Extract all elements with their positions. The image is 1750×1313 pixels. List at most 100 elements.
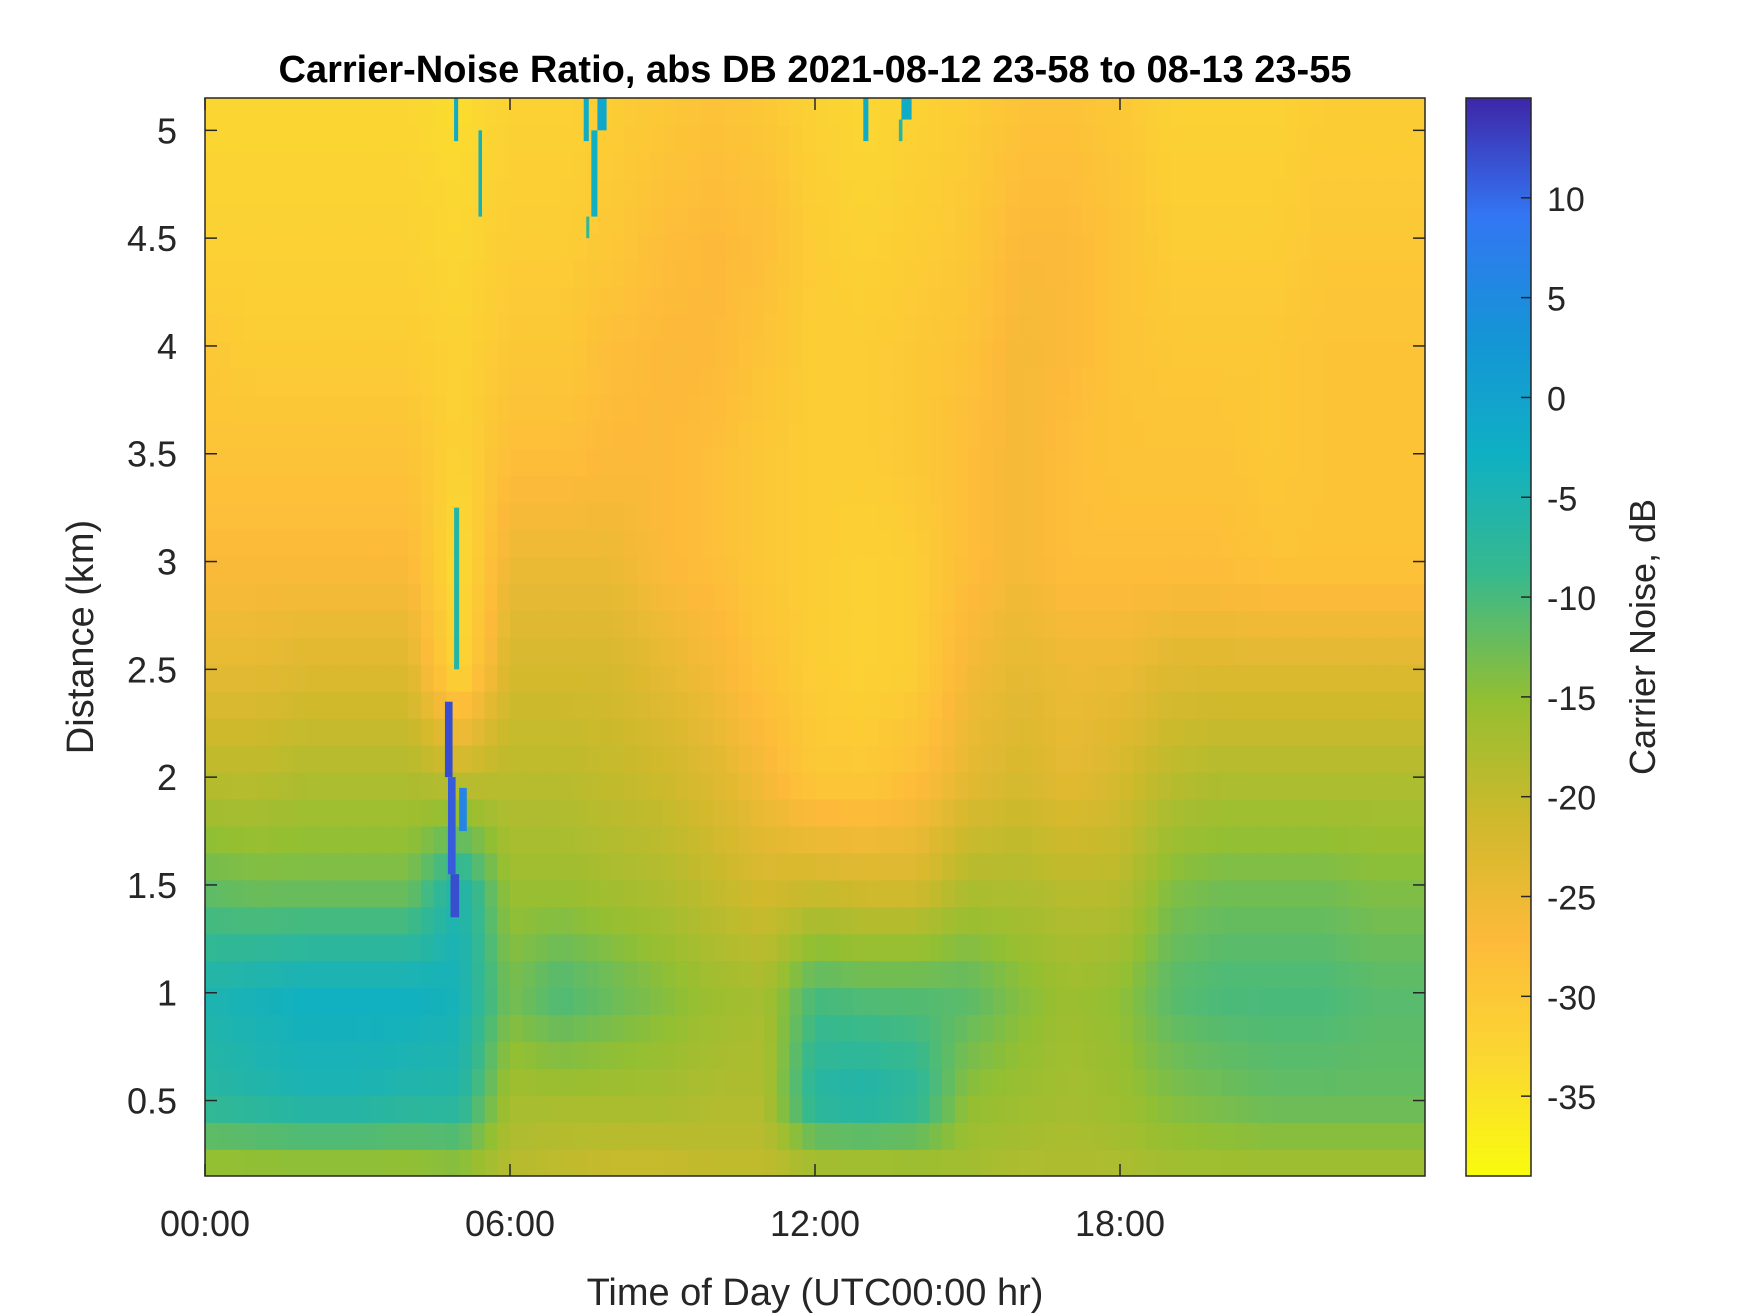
heatmap-cell <box>675 448 689 477</box>
heatmap-cell <box>395 637 410 665</box>
heatmap-cell <box>853 1068 867 1096</box>
heatmap-cell <box>1285 529 1299 557</box>
heatmap-cell <box>726 1014 740 1043</box>
heatmap-cell <box>382 771 397 800</box>
heatmap-cell <box>891 286 905 315</box>
heatmap-cell <box>268 1014 283 1043</box>
heatmap-cell <box>459 1068 473 1096</box>
heatmap-cell <box>319 1149 333 1176</box>
heatmap-cell <box>637 1095 651 1123</box>
heatmap-cell <box>865 771 880 800</box>
heatmap-cell <box>878 717 893 746</box>
heatmap-cell <box>1412 259 1425 288</box>
heatmap-cell <box>789 798 804 827</box>
heatmap-cell <box>1272 690 1287 719</box>
heatmap-cell <box>827 259 842 288</box>
heatmap-cell <box>675 1068 689 1096</box>
heatmap-cell <box>497 744 511 773</box>
heatmap-cell <box>344 717 359 746</box>
heatmap-cell <box>230 124 244 153</box>
heatmap-cell <box>611 1014 626 1043</box>
heatmap-cell <box>827 98 842 126</box>
heatmap-cell <box>281 232 295 261</box>
heatmap-cell <box>497 825 511 854</box>
heatmap-cell <box>980 798 994 827</box>
heatmap-cell <box>1272 178 1287 207</box>
heatmap-cell <box>916 933 931 962</box>
heatmap-cell <box>700 744 715 773</box>
heatmap-cell <box>802 205 816 234</box>
heatmap-cell <box>827 1095 842 1123</box>
heatmap-cell <box>535 1095 549 1123</box>
heatmap-cell <box>751 205 765 234</box>
heatmap-cell <box>1005 825 1020 854</box>
heatmap-cell <box>1361 124 1375 153</box>
heatmap-cell <box>1386 1041 1401 1069</box>
heatmap-cell <box>268 1041 283 1069</box>
heatmap-cell <box>522 502 537 530</box>
heatmap-cell <box>738 987 753 1016</box>
heatmap-cell <box>776 637 791 665</box>
heatmap-cell <box>675 610 689 638</box>
heatmap-cell <box>306 1014 321 1043</box>
heatmap-streak <box>586 216 590 239</box>
heatmap-cell <box>1018 475 1032 504</box>
heatmap-cell <box>1399 259 1414 288</box>
heatmap-cell <box>1196 690 1210 719</box>
heatmap-cell <box>522 475 537 504</box>
heatmap-cell <box>878 663 893 692</box>
heatmap-cell <box>738 205 753 234</box>
heatmap-cell <box>306 313 321 342</box>
heatmap-cell <box>1094 610 1109 638</box>
heatmap-cell <box>332 852 346 881</box>
heatmap-cell <box>1297 798 1312 827</box>
heatmap-cell <box>1170 475 1185 504</box>
heatmap-cell <box>637 771 651 800</box>
heatmap-cell <box>1183 717 1198 746</box>
heatmap-cell <box>293 825 308 854</box>
heatmap-cell <box>675 1041 689 1069</box>
heatmap-cell <box>675 421 689 450</box>
heatmap-cell <box>662 825 677 854</box>
heatmap-cell <box>535 933 549 962</box>
heatmap-cell <box>471 1095 486 1123</box>
heatmap-cell <box>840 286 854 315</box>
heatmap-cell <box>344 825 359 854</box>
heatmap-cell <box>408 475 422 504</box>
heatmap-cell <box>1259 1068 1274 1096</box>
heatmap-cell <box>497 178 511 207</box>
heatmap-cell <box>789 744 804 773</box>
heatmap-cell <box>700 98 715 126</box>
heatmap-cell <box>395 987 410 1016</box>
heatmap-cell <box>827 151 842 180</box>
heatmap-cell <box>776 610 791 638</box>
heatmap-cell <box>560 205 575 234</box>
heatmap-cell <box>522 556 537 584</box>
heatmap-cell <box>637 583 651 611</box>
heatmap-cell <box>1399 825 1414 854</box>
heatmap-cell <box>1170 663 1185 692</box>
heatmap-cell <box>1310 637 1325 665</box>
heatmap-cell <box>827 421 842 450</box>
heatmap-cell <box>1374 879 1388 908</box>
heatmap-cell <box>230 448 244 477</box>
heatmap-cell <box>522 852 537 881</box>
heatmap-cell <box>459 475 473 504</box>
heatmap-cell <box>980 475 994 504</box>
heatmap-cell <box>433 529 448 557</box>
heatmap-cell <box>891 205 905 234</box>
heatmap-cell <box>357 124 372 153</box>
heatmap-cell <box>776 367 791 396</box>
heatmap-cell <box>586 1095 600 1123</box>
heatmap-cell <box>1043 502 1058 530</box>
heatmap-cell <box>1386 286 1401 315</box>
heatmap-cell <box>1234 798 1248 827</box>
heatmap-cell <box>1120 825 1134 854</box>
heatmap-cell <box>865 1068 880 1096</box>
heatmap-cell <box>1348 933 1363 962</box>
heatmap-cell <box>598 690 613 719</box>
heatmap-cell <box>459 610 473 638</box>
heatmap-cell <box>471 879 486 908</box>
heatmap-cell <box>802 313 816 342</box>
heatmap-cell <box>1412 98 1425 126</box>
